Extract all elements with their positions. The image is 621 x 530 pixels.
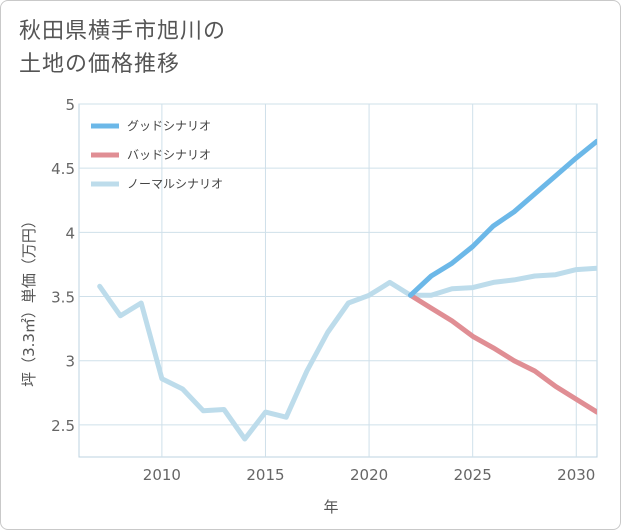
legend-label-2: ノーマルシナリオ: [127, 177, 223, 191]
chart-title: 秋田県横手市旭川の 土地の価格推移: [19, 15, 226, 81]
legend-label-1: バッドシナリオ: [127, 148, 211, 162]
legend-label-0: グッドシナリオ: [127, 119, 211, 133]
y-tick-label: 4: [65, 224, 75, 242]
y-tick-label: 4.5: [51, 160, 75, 178]
x-tick-label: 2030: [557, 466, 595, 484]
y-tick-label: 3.5: [51, 289, 75, 307]
y-tick-label: 5: [65, 96, 75, 114]
y-axis-title: 坪（3.3㎡）単価（万円）: [20, 213, 38, 387]
y-tick-label: 3: [65, 353, 75, 371]
series-line-2: [97, 265, 597, 442]
chart-title-line-1: 秋田県横手市旭川の: [19, 19, 227, 44]
x-tick-label: 2020: [350, 466, 388, 484]
series-lines: [97, 138, 597, 442]
y-tick-label: 2.5: [51, 417, 75, 435]
x-tick-label: 2025: [454, 466, 492, 484]
x-tick-label: 2010: [143, 466, 181, 484]
x-axis-title: 年: [323, 498, 338, 516]
x-tick-labels: 2010 2015 2020 2025 2030: [143, 466, 596, 484]
series-line-1: [408, 292, 597, 415]
x-tick-label: 2015: [246, 466, 284, 484]
y-tick-labels: 2.5 3 3.5 4 4.5 5: [51, 96, 75, 435]
chart-title-line-2: 土地の価格推移: [19, 52, 181, 77]
series-line-0: [408, 138, 597, 298]
